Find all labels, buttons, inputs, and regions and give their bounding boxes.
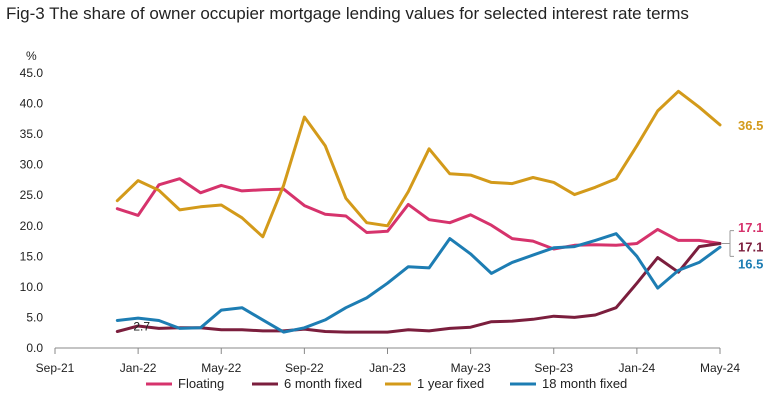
floating-series-line: [115, 177, 722, 251]
y-tick-label: 30.0: [20, 158, 44, 172]
six-month-fixed-series-line: [115, 242, 722, 334]
y-tick-label: 10.0: [20, 280, 44, 294]
x-tick-label: Sep-23: [534, 361, 573, 375]
y-tick-label: 40.0: [20, 97, 44, 111]
one-year-fixed-end-label: 36.5: [738, 118, 763, 133]
six-month-fixed-end-label: 17.1: [738, 240, 763, 255]
end-value-bracket: [722, 230, 734, 257]
eighteen-month-fixed-series-line: [115, 232, 722, 334]
legend-item-six-month-fixed-label: 6 month fixed: [284, 376, 362, 391]
eighteen-month-fixed-end-label: 16.5: [738, 257, 763, 272]
floating-end-label: 17.1: [738, 220, 763, 235]
y-tick-label: 45.0: [20, 66, 44, 80]
y-tick-label: 0.0: [26, 341, 43, 355]
y-tick-label: 20.0: [20, 219, 44, 233]
x-tick-label: May-22: [201, 361, 241, 375]
x-tick-label: May-24: [700, 361, 740, 375]
legend-item-one-year-fixed-label: 1 year fixed: [417, 376, 484, 391]
y-tick-label: 35.0: [20, 127, 44, 141]
y-tick-label: 5.0: [26, 310, 43, 324]
chart-title: Fig-3 The share of owner occupier mortga…: [6, 4, 689, 23]
x-tick-label: Sep-21: [36, 361, 75, 375]
x-tick-label: Jan-23: [369, 361, 406, 375]
x-tick-label: May-23: [451, 361, 491, 375]
x-tick-label: Jan-24: [619, 361, 656, 375]
x-tick-label: Jan-22: [120, 361, 157, 375]
y-axis-unit-label: %: [26, 49, 37, 63]
legend-item-eighteen-month-fixed-label: 18 month fixed: [542, 376, 627, 391]
one-year-fixed-series-line: [115, 89, 722, 239]
y-tick-label: 15.0: [20, 249, 44, 263]
legend-item-floating-label: Floating: [178, 376, 224, 391]
x-tick-label: Sep-22: [285, 361, 324, 375]
y-tick-label: 25.0: [20, 188, 44, 202]
six-month-fixed-start-label: 2.7: [133, 320, 150, 334]
